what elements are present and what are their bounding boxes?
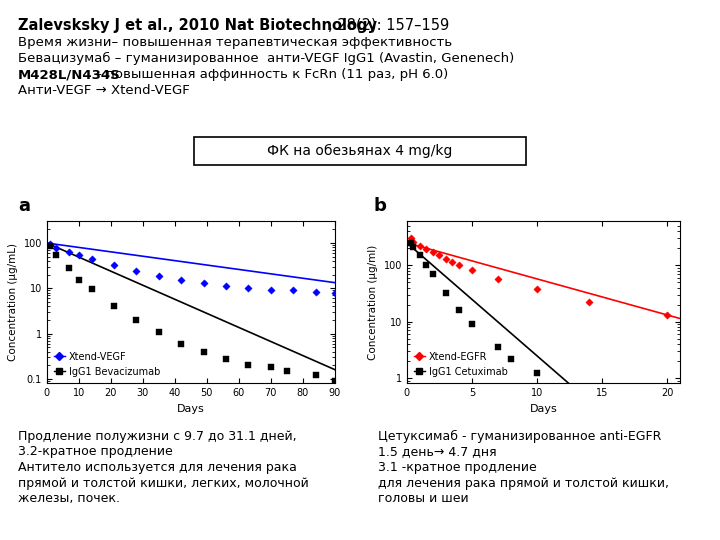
- Y-axis label: Concentration (μg/mL): Concentration (μg/mL): [8, 244, 18, 361]
- Point: [130, 267, 142, 275]
- Point: [433, 251, 445, 260]
- Point: [73, 251, 84, 259]
- Point: [44, 242, 55, 251]
- Point: [583, 298, 595, 307]
- Legend: Xtend-VEGF, IgG1 Bevacizumab: Xtend-VEGF, IgG1 Bevacizumab: [52, 350, 163, 379]
- Point: [453, 261, 464, 269]
- Point: [73, 276, 84, 285]
- Point: [130, 316, 142, 325]
- Text: Zalevsksky J et al., 2010 Nat Biotechnology: Zalevsksky J et al., 2010 Nat Biotechnol…: [18, 18, 377, 33]
- Text: 3.2-кратное продление: 3.2-кратное продление: [18, 446, 173, 458]
- Point: [50, 244, 62, 252]
- Text: Время жизни– повышенная терапевтическая эффективность: Время жизни– повышенная терапевтическая …: [18, 36, 452, 49]
- Point: [446, 258, 458, 266]
- Point: [108, 261, 120, 270]
- Text: Анти-VEGF → Xtend-VEGF: Анти-VEGF → Xtend-VEGF: [18, 84, 190, 97]
- Point: [329, 288, 341, 297]
- Point: [86, 255, 97, 264]
- Point: [243, 361, 254, 370]
- FancyBboxPatch shape: [194, 137, 526, 165]
- Point: [310, 287, 321, 296]
- Point: [243, 284, 254, 293]
- Point: [662, 311, 673, 320]
- Point: [153, 327, 165, 336]
- Point: [44, 240, 55, 248]
- Point: [329, 377, 341, 386]
- Point: [265, 286, 276, 294]
- Text: для лечения рака прямой и толстой кишки,: для лечения рака прямой и толстой кишки,: [378, 476, 669, 489]
- Text: b: b: [374, 197, 387, 215]
- Point: [405, 239, 416, 247]
- Point: [466, 320, 477, 328]
- Text: M428L/N434S: M428L/N434S: [18, 68, 121, 81]
- Text: Цетуксимаб - гуманизированное anti-EGFR: Цетуксимаб - гуманизированное anti-EGFR: [378, 430, 662, 443]
- Text: прямой и толстой кишки, легких, молочной: прямой и толстой кишки, легких, молочной: [18, 476, 309, 489]
- Point: [265, 363, 276, 372]
- Point: [414, 251, 426, 260]
- Text: a: a: [18, 197, 30, 215]
- Point: [492, 343, 504, 352]
- Point: [408, 238, 419, 246]
- Point: [281, 367, 292, 375]
- Text: Продление полужизни с 9.7 до 31.1 дней,: Продление полужизни с 9.7 до 31.1 дней,: [18, 430, 297, 443]
- Legend: Xtend-EGFR, IgG1 Cetuximab: Xtend-EGFR, IgG1 Cetuximab: [412, 350, 510, 379]
- X-axis label: Days: Days: [177, 404, 204, 414]
- Point: [176, 340, 187, 348]
- Point: [198, 279, 210, 287]
- Point: [420, 245, 432, 253]
- Text: Бевацизумаб – гуманизированное  анти-VEGF IgG1 (Avastin, Genenech): Бевацизумаб – гуманизированное анти-VEGF…: [18, 52, 514, 65]
- Point: [466, 266, 477, 274]
- Text: Антитело используется для лечения рака: Антитело используется для лечения рака: [18, 461, 297, 474]
- Text: ФК на обезьянах 4 mg/kg: ФК на обезьянах 4 mg/kg: [267, 144, 453, 158]
- Point: [505, 354, 517, 363]
- Point: [427, 269, 438, 278]
- Point: [453, 306, 464, 314]
- Point: [408, 243, 419, 252]
- Point: [153, 272, 165, 280]
- Text: головы и шеи: головы и шеи: [378, 492, 469, 505]
- Point: [440, 289, 451, 298]
- Point: [220, 354, 232, 363]
- Point: [427, 248, 438, 256]
- Point: [531, 369, 543, 378]
- Point: [63, 264, 75, 272]
- Text: , 28(2): 157–159: , 28(2): 157–159: [328, 18, 449, 33]
- Point: [198, 347, 210, 356]
- Point: [220, 282, 232, 291]
- Point: [108, 302, 120, 310]
- Point: [420, 261, 432, 269]
- Point: [414, 241, 426, 250]
- Point: [63, 248, 75, 256]
- Y-axis label: Concentration (μg/ml): Concentration (μg/ml): [368, 245, 378, 360]
- Point: [531, 285, 543, 293]
- Text: 1.5 день→ 4.7 дня: 1.5 день→ 4.7 дня: [378, 446, 497, 458]
- Point: [50, 251, 62, 259]
- Point: [440, 254, 451, 263]
- Point: [86, 285, 97, 294]
- X-axis label: Days: Days: [530, 404, 557, 414]
- Point: [405, 234, 416, 242]
- Point: [492, 274, 504, 283]
- Text: 3.1 -кратное продление: 3.1 -кратное продление: [378, 461, 536, 474]
- Point: [287, 286, 299, 295]
- Text: железы, почек.: железы, почек.: [18, 492, 120, 505]
- Text: – повышенная аффинность к FcRn (11 раз, pH 6.0): – повышенная аффинность к FcRn (11 раз, …: [91, 68, 449, 81]
- Point: [310, 371, 321, 380]
- Point: [176, 276, 187, 285]
